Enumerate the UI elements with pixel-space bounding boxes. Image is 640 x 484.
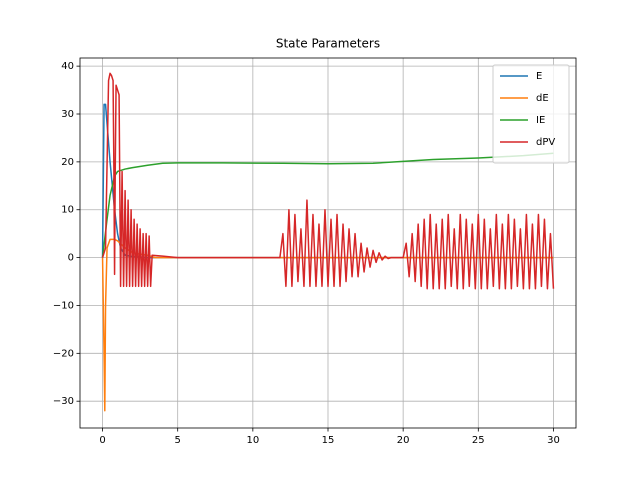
x-tick-label: 25 bbox=[472, 435, 485, 446]
y-tick-label: 30 bbox=[61, 109, 74, 120]
line-series bbox=[101, 238, 554, 412]
legend-label: IE bbox=[536, 115, 545, 126]
y-tick-label: −20 bbox=[53, 348, 74, 359]
legend-box bbox=[492, 64, 570, 164]
y-tick-label: 20 bbox=[61, 157, 74, 168]
x-tick-label: 30 bbox=[547, 435, 560, 446]
x-tick-label: 20 bbox=[397, 435, 410, 446]
x-tick-label: 15 bbox=[322, 435, 335, 446]
x-tick-label: 0 bbox=[99, 435, 105, 446]
axes-frame bbox=[79, 57, 577, 429]
chart-title: State Parameters bbox=[276, 37, 380, 51]
legend-label: E bbox=[536, 71, 542, 82]
y-tick-label: 40 bbox=[61, 61, 74, 72]
y-tick-label: −10 bbox=[53, 300, 74, 311]
line-series bbox=[101, 103, 554, 259]
x-tick-label: 5 bbox=[175, 435, 181, 446]
legend-label: dPV bbox=[536, 137, 555, 148]
y-tick-label: −30 bbox=[53, 396, 74, 407]
x-tick-label: 10 bbox=[246, 435, 259, 446]
y-tick-label: 0 bbox=[68, 253, 74, 264]
legend-label: dE bbox=[536, 93, 549, 104]
y-tick-label: 10 bbox=[61, 205, 74, 216]
plot-area bbox=[101, 72, 555, 412]
line-series bbox=[101, 72, 555, 290]
